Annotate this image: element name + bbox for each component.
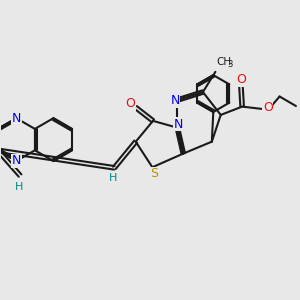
Text: N: N bbox=[173, 118, 183, 130]
Text: H: H bbox=[14, 182, 23, 192]
Text: 3: 3 bbox=[227, 61, 233, 70]
Text: O: O bbox=[263, 101, 273, 114]
Text: H: H bbox=[109, 173, 117, 183]
Text: O: O bbox=[125, 98, 135, 110]
Text: O: O bbox=[236, 73, 246, 86]
Text: N: N bbox=[12, 154, 21, 167]
Text: S: S bbox=[150, 167, 158, 180]
Text: N: N bbox=[12, 112, 21, 125]
Text: N: N bbox=[170, 94, 180, 107]
Text: CH: CH bbox=[216, 57, 231, 68]
